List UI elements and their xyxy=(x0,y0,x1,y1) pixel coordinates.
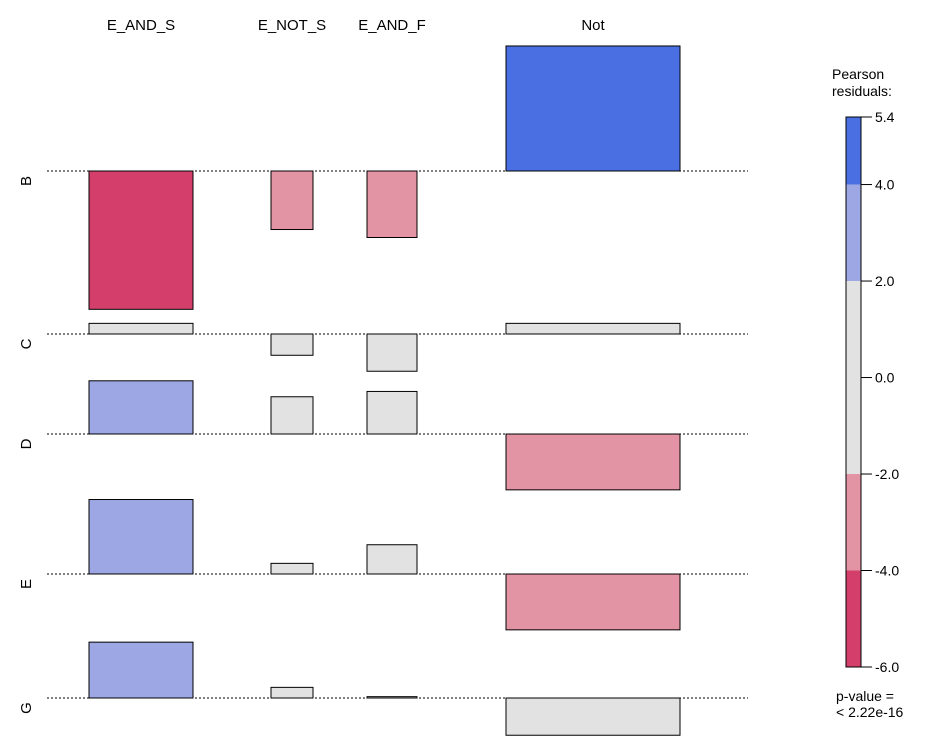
residual-bars xyxy=(88,45,681,736)
bar-E-E_AND_F xyxy=(366,544,418,575)
bar-E-Not xyxy=(505,573,681,631)
legend-band-4 xyxy=(846,570,861,667)
legend-tick-label-6: -6.0 xyxy=(875,659,899,675)
bar-C-E_AND_S xyxy=(88,322,194,335)
bar-D-E_AND_F xyxy=(366,390,418,435)
row-label-G: G xyxy=(18,702,35,714)
row-label-D: D xyxy=(18,438,35,449)
column-label-E_NOT_S: E_NOT_S xyxy=(258,17,326,34)
column-label-Not: Not xyxy=(581,17,605,34)
legend-title-line-1: Pearson xyxy=(832,66,884,82)
legend-tick-label-4: -2.0 xyxy=(875,466,899,482)
bar-D-E_NOT_S xyxy=(270,396,314,435)
column-labels: E_AND_S E_NOT_S E_AND_F Not xyxy=(107,17,606,34)
legend-band-3 xyxy=(846,474,861,571)
row-label-B: B xyxy=(18,176,35,186)
bar-G-E_AND_S xyxy=(88,641,194,699)
legend-tick-label-0: 5.4 xyxy=(875,109,895,125)
bar-G-Not xyxy=(505,697,681,736)
bar-E-E_NOT_S xyxy=(270,562,314,575)
bar-G-E_NOT_S xyxy=(270,686,314,699)
column-label-E_AND_S: E_AND_S xyxy=(107,17,175,34)
bar-E-E_AND_S xyxy=(88,499,194,575)
legend-tick-label-1: 4.0 xyxy=(875,177,895,193)
bar-B-Not xyxy=(505,45,681,172)
bar-D-Not xyxy=(505,433,681,491)
bar-D-E_AND_S xyxy=(88,380,194,435)
legend-frame xyxy=(845,116,862,668)
bar-C-E_AND_F xyxy=(366,333,418,372)
legend-tick-label-5: -4.0 xyxy=(875,563,899,579)
bar-B-E_NOT_S xyxy=(270,170,314,231)
bar-C-E_NOT_S xyxy=(270,333,314,356)
legend-band-2 xyxy=(846,281,861,475)
row-label-E: E xyxy=(18,579,35,589)
legend-band-1 xyxy=(846,184,861,282)
legend-tick-label-3: 0.0 xyxy=(875,370,895,386)
bar-B-E_AND_F xyxy=(366,170,418,238)
p-value-label: p-value = xyxy=(836,688,894,704)
legend-ticks: 5.4 4.0 2.0 0.0 -2.0 -4.0 -6.0 xyxy=(861,109,899,675)
p-value-value: < 2.22e-16 xyxy=(836,704,904,720)
legend: Pearson residuals: 5.4 4.0 2.0 0.0 -2.0 -4.0 -… xyxy=(832,66,904,720)
column-label-E_AND_F: E_AND_F xyxy=(358,17,426,34)
row-labels: B C D E G xyxy=(18,176,35,714)
legend-tick-label-2: 2.0 xyxy=(875,273,895,289)
legend-color-bands xyxy=(845,116,862,668)
bar-B-E_AND_S xyxy=(88,170,194,310)
legend-title-line-2: residuals: xyxy=(832,83,892,99)
bar-G-E_AND_F xyxy=(366,696,418,699)
bar-C-Not xyxy=(505,322,681,335)
row-label-C: C xyxy=(18,338,35,349)
legend-band-0 xyxy=(846,117,861,185)
